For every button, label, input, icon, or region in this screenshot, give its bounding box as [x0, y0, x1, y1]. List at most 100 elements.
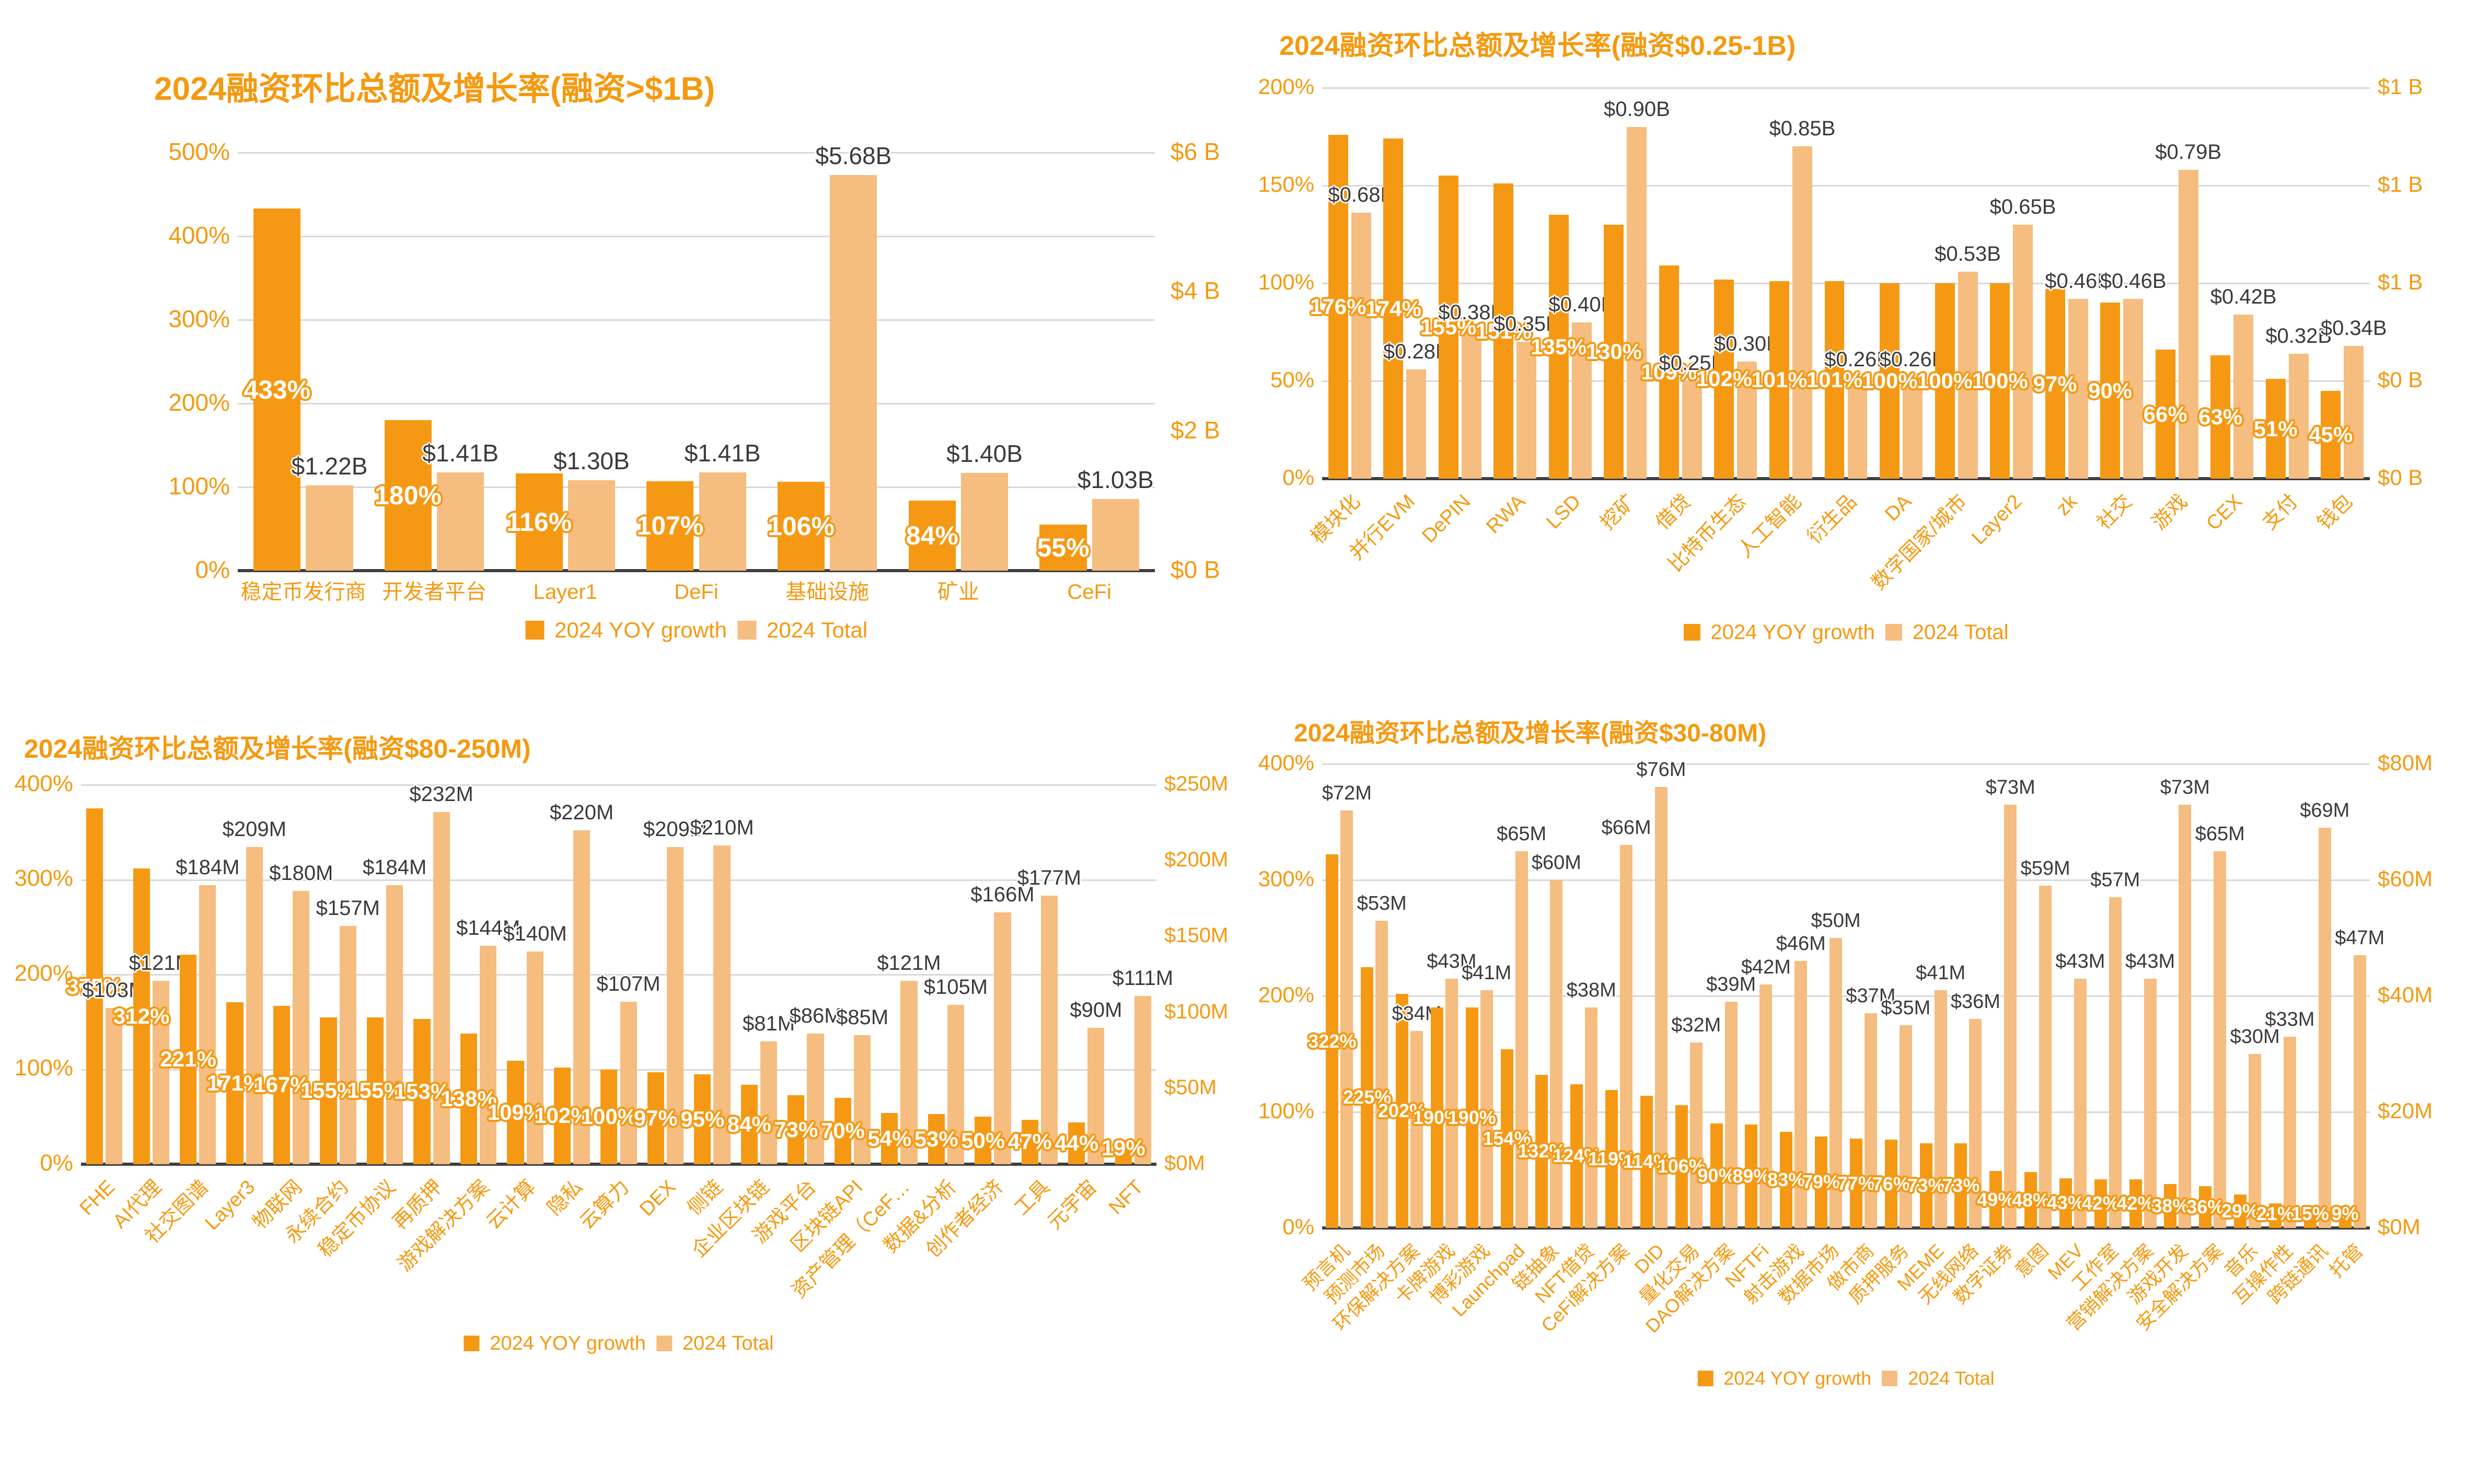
bar-total — [2144, 978, 2157, 1228]
bar-yoy-growth — [1745, 1124, 1758, 1228]
growth-percent-label: 79% — [1802, 1171, 1840, 1193]
bar-yoy-growth — [881, 1112, 898, 1164]
bar-total — [106, 1007, 123, 1164]
bar-yoy-growth — [1068, 1122, 1085, 1164]
bar-yoy-growth — [2024, 1172, 2037, 1228]
category-label: 基础设施 — [785, 581, 870, 604]
total-value-label: $0.40B — [1548, 293, 1615, 316]
total-value-label: $209M — [643, 818, 708, 841]
bar-total — [1375, 920, 1388, 1228]
bar-yoy-growth — [2268, 1203, 2282, 1228]
total-value-label: $43M — [2125, 950, 2175, 972]
right-axis-tick: $80M — [2378, 750, 2433, 775]
bar-yoy-growth — [86, 808, 103, 1164]
total-value-label: $0.90B — [1603, 97, 1670, 121]
bar-total — [1480, 990, 1493, 1228]
growth-percent-label: 19% — [1101, 1135, 1145, 1160]
growth-percent-label: 51% — [2253, 416, 2298, 441]
growth-percent-label: 190% — [1448, 1107, 1496, 1129]
left-axis-tick: 500% — [168, 137, 230, 165]
gridline — [1322, 283, 2370, 284]
bar-yoy-growth — [2059, 1178, 2072, 1228]
bar-total — [339, 926, 356, 1164]
total-value-label: $0.46B — [2045, 269, 2111, 293]
growth-percent-label: 171% — [206, 1070, 263, 1095]
total-value-label: $0.34B — [2320, 316, 2387, 340]
legend-label-growth: 2024 YOY growth — [1723, 1367, 1872, 1389]
left-axis-tick: 150% — [1258, 171, 1314, 196]
bar-total — [199, 885, 216, 1164]
bar-yoy-growth — [1493, 183, 1514, 479]
bar-yoy-growth — [1880, 283, 1900, 479]
growth-percent-label: 151% — [1475, 318, 1532, 343]
total-value-label: $1.30B — [553, 447, 630, 474]
bar-total — [2004, 804, 2017, 1228]
bar-total — [620, 1002, 637, 1164]
bar-yoy-growth — [975, 1117, 992, 1164]
right-axis-tick: $4 B — [1171, 277, 1220, 305]
bar-total — [2353, 955, 2366, 1228]
bar-yoy-growth — [1438, 176, 1458, 479]
category-label: 稳定币发行商 — [240, 581, 366, 604]
x-axis-baseline — [1322, 477, 2370, 480]
bar-total — [853, 1035, 871, 1164]
bar-yoy-growth — [740, 1084, 758, 1164]
bar-yoy-growth — [1115, 1146, 1132, 1164]
bar-yoy-growth — [1815, 1136, 1828, 1228]
total-value-label: $36M — [1950, 991, 2000, 1013]
bar-yoy-growth — [2164, 1184, 2177, 1228]
growth-percent-label: 106% — [768, 512, 835, 541]
bar-yoy-growth — [647, 1072, 664, 1164]
total-value-label: $0.79B — [2155, 141, 2222, 164]
growth-percent-label: 176% — [1310, 294, 1367, 319]
total-value-label: $166M — [970, 883, 1035, 906]
growth-percent-label: 83% — [1767, 1168, 1805, 1190]
growth-percent-label: 101% — [1751, 367, 1808, 392]
bar-yoy-growth — [1675, 1105, 1688, 1228]
right-axis-tick: $0M — [1164, 1152, 1205, 1175]
bar-total — [480, 945, 497, 1164]
gridline — [1322, 763, 2370, 765]
bar-total — [2039, 886, 2052, 1228]
total-value-label: $210M — [690, 816, 754, 840]
bar-total — [1794, 961, 1808, 1228]
growth-percent-label: 119% — [1588, 1147, 1636, 1169]
bar-yoy-growth — [226, 1002, 244, 1164]
total-value-label: $73M — [1985, 776, 2035, 798]
total-value-label: $1.22B — [291, 453, 368, 480]
growth-percent-label: 109% — [487, 1100, 544, 1125]
bar-yoy-growth — [1500, 1049, 1513, 1228]
bar-total — [2318, 828, 2331, 1228]
bar-yoy-growth — [366, 1017, 384, 1164]
bar-yoy-growth — [1769, 281, 1789, 479]
growth-percent-label: 130% — [1585, 339, 1642, 364]
total-value-label: $0.30B — [1714, 332, 1780, 355]
total-value-label: $0.46B — [2100, 269, 2167, 293]
bar-yoy-growth — [1990, 283, 2010, 479]
gridline — [81, 784, 1156, 786]
total-value-label: $1.40B — [946, 440, 1023, 468]
growth-percent-label: 97% — [2033, 371, 2077, 396]
bar-total — [1627, 126, 1647, 479]
left-axis-tick: 100% — [1258, 269, 1314, 294]
left-axis-tick: 300% — [14, 865, 73, 891]
growth-percent-label: 42% — [2081, 1192, 2120, 1214]
bar-yoy-growth — [1548, 215, 1569, 479]
bar-total — [386, 885, 403, 1164]
gridline — [1322, 879, 2370, 881]
growth-percent-label: 29% — [2221, 1200, 2260, 1222]
bar-total — [1351, 213, 1371, 479]
growth-percent-label: 90% — [2088, 378, 2133, 403]
legend-label-total: 2024 Total — [766, 618, 868, 642]
growth-percent-label: 312% — [113, 1003, 170, 1028]
legend-label-growth: 2024 YOY growth — [1710, 621, 1875, 644]
chart-title: 2024融资环比总额及增长率(融资$30-80M) — [1294, 720, 1767, 747]
legend-swatch-growth — [1697, 1371, 1713, 1386]
right-axis-tick: $60M — [2378, 866, 2433, 891]
bar-total — [2233, 314, 2254, 479]
growth-percent-label: 97% — [633, 1105, 678, 1130]
left-axis-tick: 100% — [1258, 1098, 1314, 1123]
growth-percent-label: 38% — [2151, 1195, 2190, 1216]
bar-total — [2249, 1054, 2262, 1228]
plot-area: 176% $0.68B 174% $0.28B 155% $0.38B 151% $0.35B… — [1310, 87, 2387, 480]
